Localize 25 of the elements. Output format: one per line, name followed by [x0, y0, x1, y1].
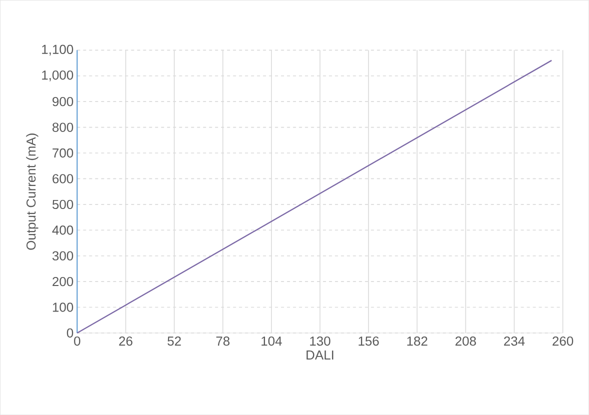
- y-tick-label: 900: [52, 96, 74, 106]
- x-tick-label: 156: [358, 336, 379, 346]
- y-tick-label: 100: [52, 302, 74, 312]
- y-tick-label: 400: [52, 225, 74, 235]
- x-tick-label: 208: [456, 336, 476, 346]
- y-tick-label: 0: [66, 328, 74, 338]
- y-tick-label: 300: [52, 251, 74, 260]
- x-tick-label: 78: [216, 336, 230, 346]
- x-tick-label: 52: [168, 336, 181, 346]
- x-tick-label: 260: [552, 336, 574, 346]
- x-tick-label: 234: [504, 336, 525, 346]
- y-tick-label: 600: [52, 174, 74, 184]
- x-tick-label: 130: [310, 336, 330, 346]
- y-tick-label: 500: [52, 200, 74, 209]
- y-tick-label: 700: [52, 148, 74, 158]
- x-tick-label: 26: [119, 336, 132, 346]
- y-tick-label: 1,100: [42, 44, 74, 56]
- x-tick-label: 0: [74, 336, 80, 346]
- x-tick-label: 104: [262, 336, 282, 346]
- y-tick-label: 800: [52, 122, 74, 132]
- x-axis-title: DALI: [306, 350, 334, 360]
- y-tick-label: 1,000: [42, 70, 74, 82]
- x-tick-label: 182: [407, 336, 428, 346]
- y-axis-title: Output Current (mA): [26, 134, 38, 250]
- y-tick-label: 200: [52, 276, 74, 286]
